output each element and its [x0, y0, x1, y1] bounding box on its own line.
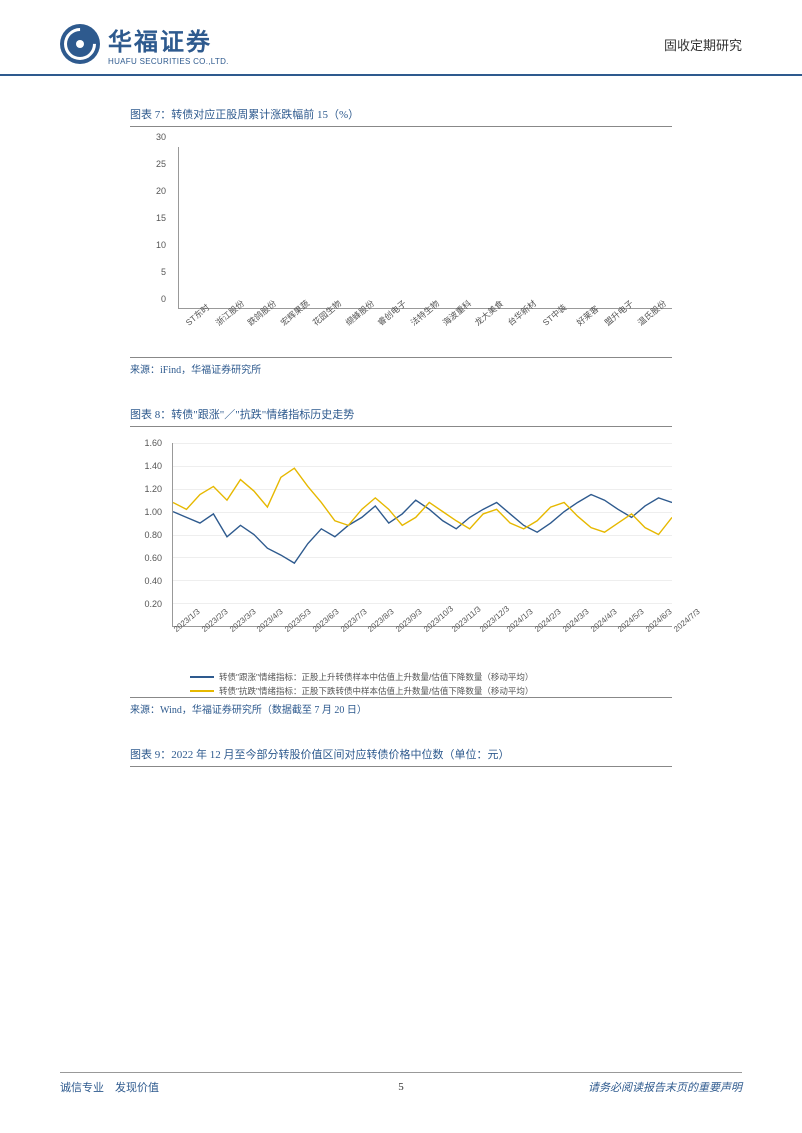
- bar-y-tick: 25: [156, 159, 166, 169]
- bar-xlabel: 好莱客: [574, 303, 601, 329]
- chart8-title: 图表 8：转债"跟涨"／"抗跌"情绪指标历史走势: [130, 406, 672, 427]
- legend-label-0: 转债"跟涨"情绪指标：正股上升转债样本中估值上升数量/估值下降数量（移动平均）: [219, 671, 533, 683]
- bar-y-tick: 20: [156, 186, 166, 196]
- chart7-source: 来源：iFind，华福证券研究所: [130, 357, 672, 376]
- footer-disclaimer: 请务必阅读报告末页的重要声明: [588, 1079, 742, 1095]
- company-logo-icon: [60, 24, 100, 64]
- footer-slogan: 诚信专业 发现价值: [60, 1079, 159, 1095]
- chart7-bar-chart: 051015202530 ST东时浙江股份跌鸽股份宏辉果蔬花园生物缬蜂股份睿创电…: [130, 137, 672, 357]
- bar-xlabel: 温氏股份: [635, 297, 669, 328]
- bar-xlabel: 台华新材: [505, 297, 539, 328]
- line-y-tick: 1.40: [144, 461, 162, 471]
- bar-xlabel: 龙大美食: [472, 297, 506, 328]
- chart8-series-0: [173, 495, 672, 564]
- line-xlabel: 2024/7/3: [672, 607, 702, 634]
- bar-xlabel: 宏辉果蔬: [278, 297, 312, 328]
- bar-xlabel: 盟升电子: [602, 297, 636, 328]
- chart8-legend: 转债"跟涨"情绪指标：正股上升转债样本中估值上升数量/估值下降数量（移动平均） …: [190, 671, 672, 699]
- bar-xlabel: 睿创电子: [375, 297, 409, 328]
- bar-xlabel: 海波重科: [440, 297, 474, 328]
- bar-xlabel: ST东时: [183, 301, 212, 328]
- chart8-line-chart: 0.200.400.600.801.001.201.401.60 2023/1/…: [130, 437, 672, 697]
- chart8-source: 来源：Wind，华福证券研究所（数据截至 7 月 20 日）: [130, 697, 672, 716]
- line-y-tick: 1.60: [144, 438, 162, 448]
- line-y-tick: 0.40: [144, 576, 162, 586]
- bar-xlabel: ST中装: [540, 301, 569, 328]
- bar-xlabel: 花园生物: [310, 297, 344, 328]
- legend-label-1: 转债"抗跌"情绪指标：正股下跌转债中样本估值上升数量/估值下降数量（移动平均）: [219, 685, 533, 697]
- chart8-series-1: [173, 468, 672, 534]
- legend-swatch-yellow: [190, 690, 214, 692]
- bar-y-tick: 10: [156, 240, 166, 250]
- line-y-tick: 1.00: [144, 507, 162, 517]
- bar-xlabel: 缬蜂股份: [343, 297, 377, 328]
- chart9-title: 图表 9：2022 年 12 月至今部分转股价值区间对应转债价格中位数（单位：元…: [130, 746, 672, 767]
- page-footer: 诚信专业 发现价值 5 请务必阅读报告末页的重要声明: [60, 1072, 742, 1095]
- line-y-tick: 0.80: [144, 530, 162, 540]
- page-number: 5: [398, 1081, 404, 1093]
- bar-y-tick: 15: [156, 213, 166, 223]
- bar-y-tick: 30: [156, 132, 166, 142]
- line-y-tick: 0.60: [144, 553, 162, 563]
- chart7-title: 图表 7：转债对应正股周累计涨跌幅前 15（%）: [130, 106, 672, 127]
- bar-y-tick: 0: [161, 294, 166, 304]
- line-y-tick: 0.20: [144, 599, 162, 609]
- report-category: 固收定期研究: [664, 35, 742, 54]
- legend-swatch-blue: [190, 676, 214, 678]
- bar-y-tick: 5: [161, 267, 166, 277]
- logo-english: HUAFU SECURITIES CO.,LTD.: [108, 57, 229, 66]
- logo-block: 华福证券 HUAFU SECURITIES CO.,LTD.: [60, 22, 229, 66]
- bar-xlabel: 跌鸽股份: [245, 297, 279, 328]
- page-header: 华福证券 HUAFU SECURITIES CO.,LTD. 固收定期研究: [0, 0, 802, 76]
- bar-xlabel: 浙江股份: [213, 297, 247, 328]
- logo-chinese: 华福证券: [108, 22, 229, 57]
- bar-xlabel: 法特生物: [408, 297, 442, 328]
- line-y-tick: 1.20: [144, 484, 162, 494]
